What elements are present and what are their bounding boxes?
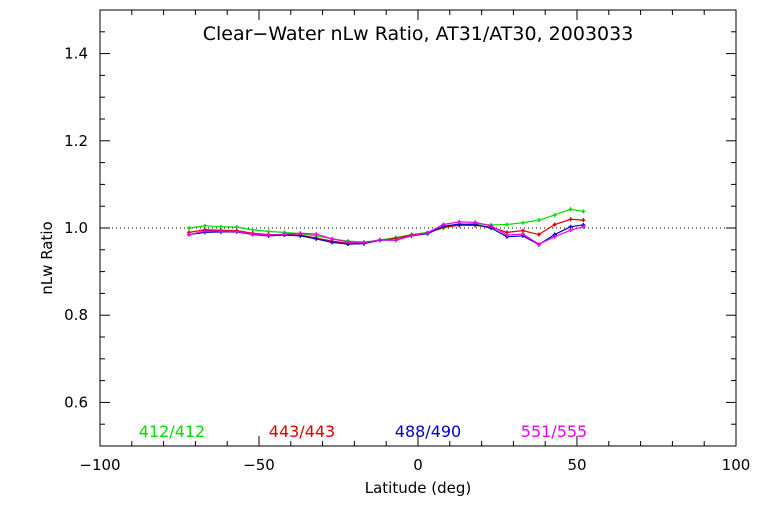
data-point xyxy=(536,242,541,247)
y-tick-label: 0.6 xyxy=(64,393,88,411)
legend: 412/412 443/443 488/490 551/555 xyxy=(139,422,587,441)
data-point xyxy=(552,222,557,227)
data-point xyxy=(581,224,586,229)
data-point xyxy=(314,236,319,241)
data-point xyxy=(581,209,586,214)
data-point xyxy=(489,223,494,228)
data-point xyxy=(330,240,335,245)
legend-entry: 412/412 xyxy=(139,422,205,441)
data-point xyxy=(536,218,541,223)
data-point xyxy=(568,228,573,233)
x-axis-ticks xyxy=(99,10,737,446)
data-point xyxy=(330,236,335,241)
data-point xyxy=(505,232,510,237)
legend-entry: 551/555 xyxy=(521,422,587,441)
x-tick-label: 0 xyxy=(413,456,423,474)
x-axis-label: Latitude (deg) xyxy=(365,479,471,497)
data-point xyxy=(473,220,478,225)
data-point xyxy=(218,224,223,229)
data-point xyxy=(234,225,239,230)
data-point xyxy=(218,229,223,234)
data-point xyxy=(282,232,287,237)
data-point xyxy=(377,237,382,242)
data-point xyxy=(520,220,525,225)
data-point xyxy=(298,231,303,236)
data-point xyxy=(552,234,557,239)
y-axis-tick-labels: 0.6 0.8 1.0 1.2 1.4 xyxy=(64,45,88,412)
y-tick-label: 1.4 xyxy=(64,45,88,63)
data-point xyxy=(536,232,541,237)
y-tick-label: 0.8 xyxy=(64,306,88,324)
series-layer xyxy=(187,207,586,247)
data-point xyxy=(314,232,319,237)
x-axis-tick-labels: −100 −50 0 50 100 xyxy=(79,456,750,474)
data-point xyxy=(568,224,573,229)
data-point xyxy=(441,222,446,227)
chart-title: Clear−Water nLw Ratio, AT31/AT30, 200303… xyxy=(203,23,634,45)
x-tick-label: −100 xyxy=(79,456,120,474)
data-point xyxy=(250,232,255,237)
data-point xyxy=(393,238,398,243)
y-axis-label: nLw Ratio xyxy=(38,221,56,294)
data-point xyxy=(187,232,192,237)
data-point xyxy=(409,233,414,238)
data-point xyxy=(457,219,462,224)
series-line xyxy=(188,218,584,244)
series-412-412 xyxy=(187,207,586,244)
data-point xyxy=(568,207,573,212)
series-443-443 xyxy=(187,217,586,246)
data-point xyxy=(187,226,192,230)
y-tick-label: 1.0 xyxy=(64,219,88,237)
data-point xyxy=(346,239,351,244)
y-tick-label: 1.2 xyxy=(64,132,88,150)
data-point xyxy=(505,222,510,227)
data-point xyxy=(202,223,207,228)
y-axis-ticks xyxy=(100,9,736,447)
x-tick-label: 50 xyxy=(567,456,586,474)
data-point xyxy=(250,227,255,232)
x-tick-label: 100 xyxy=(722,456,751,474)
series-line xyxy=(188,221,584,245)
data-point xyxy=(425,230,430,235)
series-551-555 xyxy=(187,219,586,247)
data-point xyxy=(520,232,525,237)
data-point xyxy=(581,218,586,223)
data-point xyxy=(202,229,207,234)
series-488-490 xyxy=(187,222,586,247)
legend-entry: 488/490 xyxy=(395,422,461,441)
data-point xyxy=(361,240,366,245)
data-point xyxy=(568,217,573,222)
legend-entry: 443/443 xyxy=(269,422,335,441)
data-point xyxy=(234,229,239,234)
data-point xyxy=(266,232,271,237)
data-point xyxy=(520,228,525,233)
data-point xyxy=(552,212,557,217)
x-tick-label: −50 xyxy=(243,456,275,474)
